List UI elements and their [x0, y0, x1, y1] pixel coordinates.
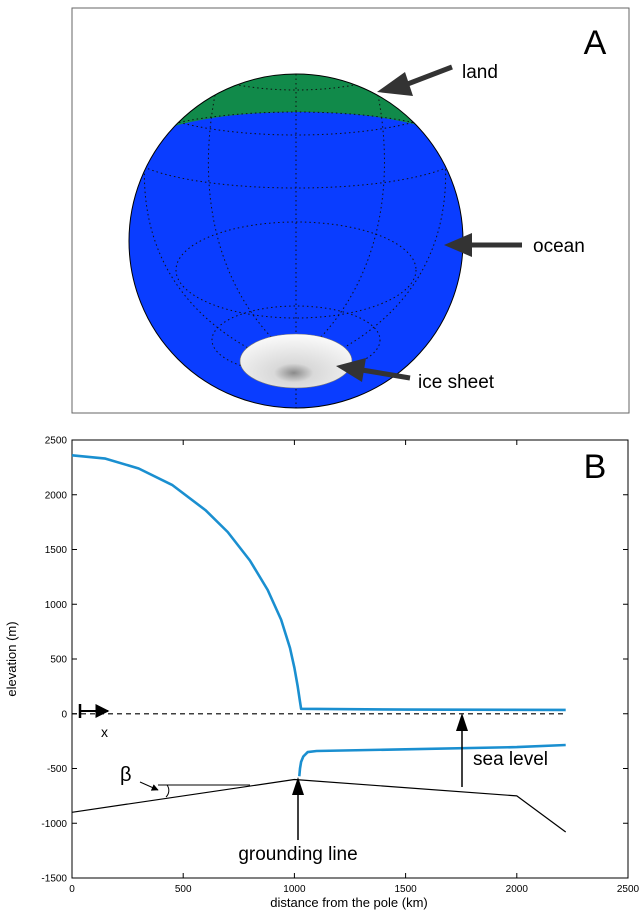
- series: [71, 454, 567, 833]
- globe-ocean: [129, 112, 463, 408]
- arrow-ocean: [444, 233, 522, 257]
- y-tick-label: 0: [61, 709, 67, 720]
- panel-b: B 0 500 1000 1500 2000 2500 -1500 -1000 -500 0 500…: [4, 436, 640, 911]
- y-tick-label: -1000: [41, 819, 67, 830]
- x-tick-label: 500: [175, 884, 192, 895]
- y-tick-label: 1000: [45, 600, 68, 611]
- x-direction-arrow: [78, 704, 110, 718]
- annotation-sea-level: sea level: [473, 749, 548, 770]
- x-tick-label: 0: [69, 884, 75, 895]
- plot-frame: [71, 439, 629, 879]
- y-tick-label: 500: [50, 655, 67, 666]
- y-tick-label: -500: [47, 764, 67, 775]
- annotation-land: land: [462, 62, 498, 83]
- ice-cap: [239, 333, 353, 389]
- axes: 0 500 1000 1500 2000 2500 -1500 -1000 -500 0 500 10…: [41, 436, 639, 896]
- y-tick-label: -1500: [41, 874, 67, 885]
- beta-angle-marker: [139, 781, 250, 798]
- panel-b-label: B: [584, 448, 607, 486]
- annotation-ice-sheet: ice sheet: [418, 372, 495, 393]
- annotation-ocean: ocean: [533, 236, 585, 257]
- series-ice-surface: [71, 454, 566, 712]
- x-tick-label: 2500: [617, 884, 640, 895]
- arrow-ice-sheet: [336, 358, 411, 382]
- arrow-land: [377, 64, 453, 96]
- grounding-line-arrow: [292, 777, 304, 840]
- panel-a-label: A: [584, 24, 607, 62]
- x-tick-label: 2000: [506, 884, 529, 895]
- sea-level-arrow: [456, 713, 468, 787]
- series-bedrock: [71, 778, 567, 833]
- y-axis-label: elevation (m): [4, 621, 19, 696]
- panel-a: A land: [71, 7, 630, 414]
- y-tick-label: 2500: [45, 436, 68, 447]
- globe: [128, 73, 464, 409]
- annotation-beta: β: [120, 764, 132, 786]
- annotation-x: x: [101, 724, 108, 740]
- x-tick-label: 1500: [394, 884, 417, 895]
- y-tick-label: 2000: [45, 490, 68, 501]
- annotation-grounding-line: grounding line: [238, 844, 357, 865]
- y-tick-label: 1500: [45, 545, 68, 556]
- series-ice-base: [298, 743, 566, 777]
- x-axis-label: distance from the pole (km): [270, 895, 428, 910]
- x-tick-label: 1000: [283, 884, 306, 895]
